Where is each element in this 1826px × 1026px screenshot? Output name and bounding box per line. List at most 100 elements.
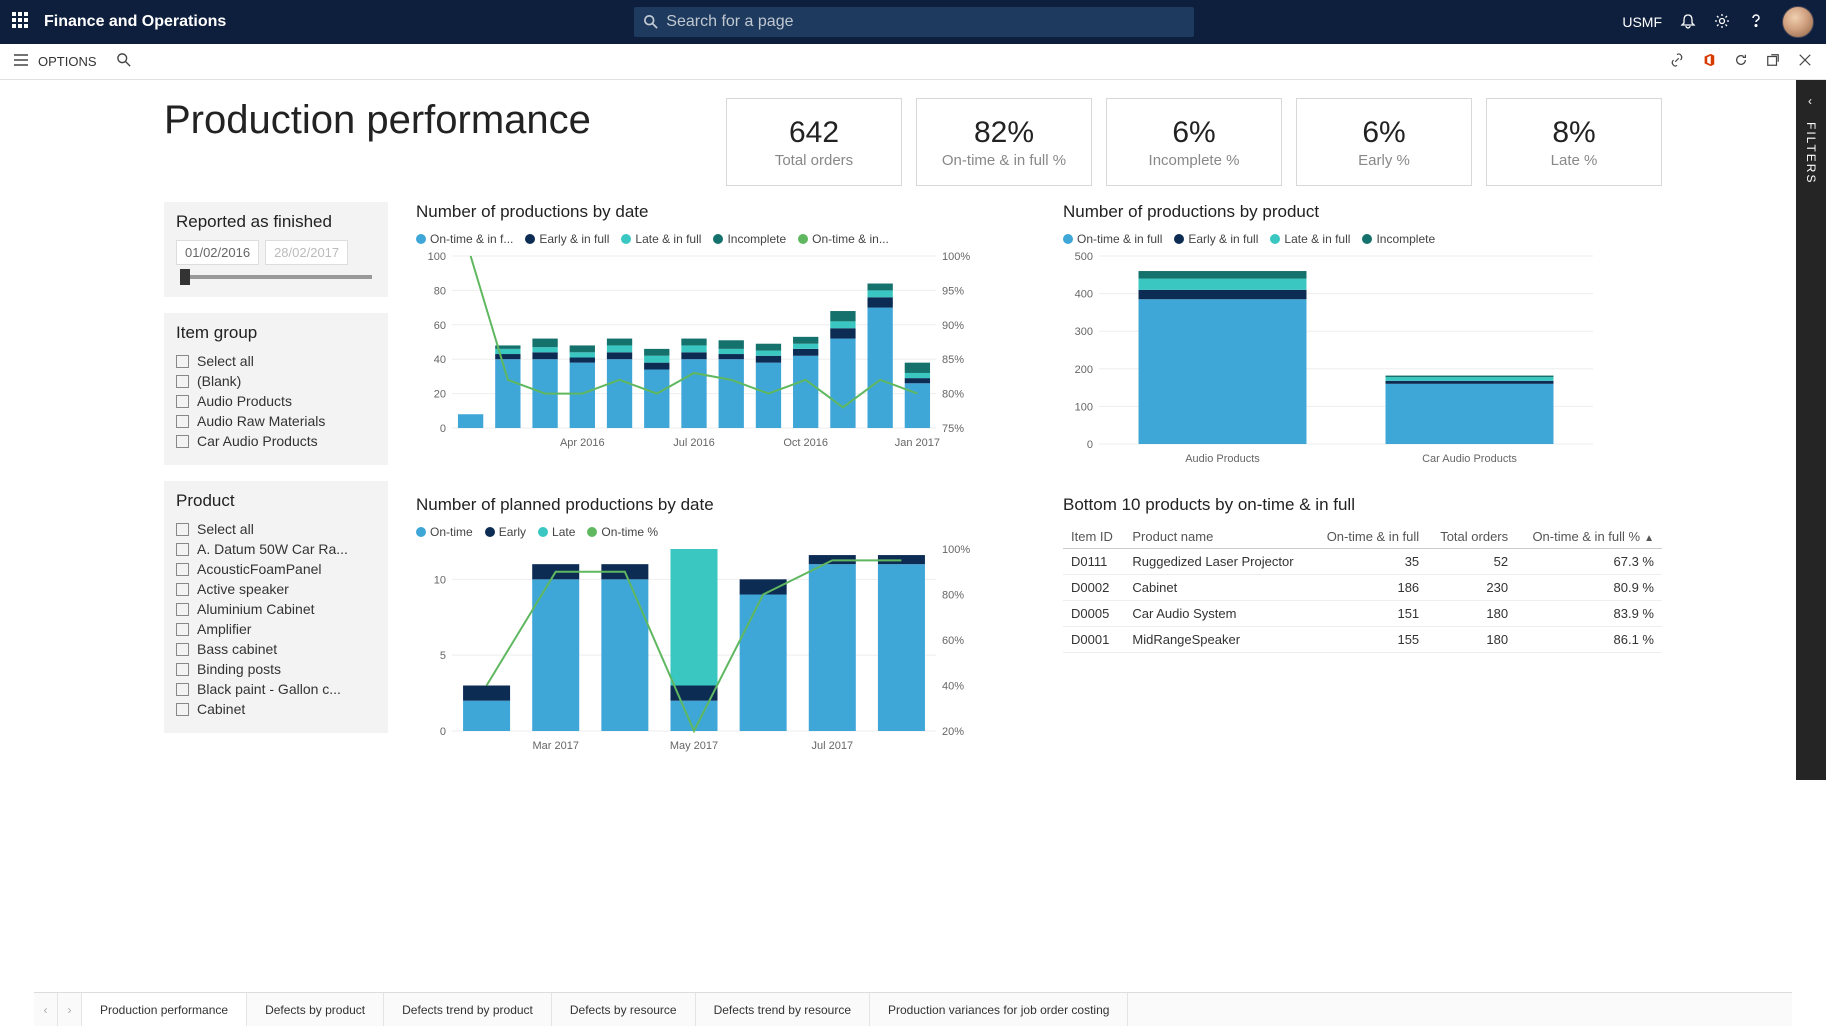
svg-text:Car Audio Products: Car Audio Products — [1422, 453, 1517, 465]
svg-text:75%: 75% — [942, 423, 964, 435]
date-to-input[interactable]: 28/02/2017 — [265, 240, 348, 265]
checkbox-icon — [176, 583, 189, 596]
filter-checkbox-item[interactable]: Cabinet — [176, 699, 376, 719]
help-icon[interactable] — [1748, 13, 1764, 32]
chart2-title: Number of productions by product — [1063, 202, 1662, 222]
filter-checkbox-item[interactable]: Active speaker — [176, 579, 376, 599]
svg-text:80: 80 — [434, 285, 446, 297]
kpi-value: 6% — [1172, 116, 1215, 150]
report-tab[interactable]: Production variances for job order costi… — [870, 993, 1128, 1026]
tab-next[interactable]: › — [58, 993, 82, 1026]
tab-prev[interactable]: ‹ — [34, 993, 58, 1026]
kpi-card[interactable]: 6%Incomplete % — [1106, 98, 1282, 186]
legend-dot — [1362, 234, 1372, 244]
table-row[interactable]: D0005Car Audio System15118083.9 % — [1063, 601, 1662, 627]
filter-checkbox-item[interactable]: Audio Products — [176, 391, 376, 411]
legend-dot — [416, 527, 426, 537]
table-cell: MidRangeSpeaker — [1124, 627, 1312, 653]
table-cell: 67.3 % — [1516, 549, 1662, 575]
popout-icon[interactable] — [1766, 53, 1780, 70]
bell-icon[interactable] — [1680, 13, 1696, 32]
kpi-card[interactable]: 6%Early % — [1296, 98, 1472, 186]
global-search[interactable]: Search for a page — [634, 7, 1194, 37]
entity-label[interactable]: USMF — [1622, 14, 1662, 30]
date-filter-panel: Reported as finished 01/02/2016 28/02/20… — [164, 202, 388, 297]
hamburger-icon[interactable] — [14, 54, 38, 69]
item-group-panel: Item group Select all(Blank)Audio Produc… — [164, 313, 388, 465]
checkbox-icon — [176, 603, 189, 616]
filter-item-label: Cabinet — [197, 701, 245, 717]
report-tab[interactable]: Production performance — [82, 993, 247, 1026]
svg-text:20%: 20% — [942, 726, 964, 738]
close-icon[interactable] — [1798, 53, 1812, 70]
report-tab[interactable]: Defects trend by product — [384, 993, 552, 1026]
filter-checkbox-item[interactable]: Amplifier — [176, 619, 376, 639]
filters-strip[interactable]: ‹ FILTERS — [1796, 80, 1826, 780]
table-cell: 35 — [1312, 549, 1427, 575]
date-slider[interactable] — [180, 275, 372, 279]
filter-checkbox-item[interactable]: Bass cabinet — [176, 639, 376, 659]
filters-label: FILTERS — [1804, 122, 1818, 184]
search-small-icon[interactable] — [117, 53, 131, 70]
table-row[interactable]: D0111Ruggedized Laser Projector355267.3 … — [1063, 549, 1662, 575]
report-tab[interactable]: Defects by product — [247, 993, 384, 1026]
avatar[interactable] — [1782, 6, 1814, 38]
filter-checkbox-item[interactable]: Black paint - Gallon c... — [176, 679, 376, 699]
table-header[interactable]: Product name — [1124, 525, 1312, 549]
table-cell: 86.1 % — [1516, 627, 1662, 653]
filter-checkbox-item[interactable]: AcousticFoamPanel — [176, 559, 376, 579]
checkbox-icon — [176, 435, 189, 448]
table-cell: 83.9 % — [1516, 601, 1662, 627]
table-cell: D0002 — [1063, 575, 1124, 601]
filter-checkbox-item[interactable]: Car Audio Products — [176, 431, 376, 451]
table-cell: 180 — [1427, 627, 1516, 653]
legend-dot — [416, 234, 426, 244]
options-button[interactable]: OPTIONS — [38, 54, 97, 69]
filter-checkbox-item[interactable]: Select all — [176, 519, 376, 539]
kpi-card[interactable]: 642Total orders — [726, 98, 902, 186]
table-header[interactable]: On-time & in full %▲ — [1516, 525, 1662, 549]
table-cell: D0005 — [1063, 601, 1124, 627]
kpi-value: 8% — [1552, 116, 1595, 150]
report-tab[interactable]: Defects trend by resource — [696, 993, 870, 1026]
filter-checkbox-item[interactable]: Binding posts — [176, 659, 376, 679]
product-filter-title: Product — [176, 491, 376, 511]
svg-text:0: 0 — [440, 726, 446, 738]
office-icon[interactable] — [1702, 53, 1716, 70]
table-header[interactable]: On-time & in full — [1312, 525, 1427, 549]
checkbox-icon — [176, 643, 189, 656]
chart1-title: Number of productions by date — [416, 202, 1015, 222]
report-tab[interactable]: Defects by resource — [552, 993, 696, 1026]
brand-title: Finance and Operations — [44, 13, 226, 31]
chevron-left-icon: ‹ — [1808, 94, 1814, 108]
legend-item: Early & in full — [525, 232, 609, 246]
legend-dot — [798, 234, 808, 244]
svg-text:5: 5 — [440, 650, 446, 662]
table-row[interactable]: D0001MidRangeSpeaker15518086.1 % — [1063, 627, 1662, 653]
table-header[interactable]: Total orders — [1427, 525, 1516, 549]
filter-item-label: Amplifier — [197, 621, 251, 637]
filter-checkbox-item[interactable]: Select all — [176, 351, 376, 371]
table-row[interactable]: D0002Cabinet18623080.9 % — [1063, 575, 1662, 601]
kpi-card[interactable]: 8%Late % — [1486, 98, 1662, 186]
waffle-icon[interactable] — [12, 12, 44, 33]
gear-icon[interactable] — [1714, 13, 1730, 32]
kpi-label: On-time & in full % — [942, 152, 1066, 169]
top-navbar: Finance and Operations Search for a page… — [0, 0, 1826, 44]
kpi-value: 82% — [974, 116, 1034, 150]
date-from-input[interactable]: 01/02/2016 — [176, 240, 259, 265]
filter-checkbox-item[interactable]: A. Datum 50W Car Ra... — [176, 539, 376, 559]
filter-checkbox-item[interactable]: (Blank) — [176, 371, 376, 391]
refresh-icon[interactable] — [1734, 53, 1748, 70]
svg-text:80%: 80% — [942, 389, 964, 401]
link-icon[interactable] — [1670, 53, 1684, 70]
kpi-value: 642 — [789, 116, 839, 150]
page-body: Production performance 642Total orders82… — [34, 80, 1792, 992]
kpi-value: 6% — [1362, 116, 1405, 150]
filter-checkbox-item[interactable]: Audio Raw Materials — [176, 411, 376, 431]
filter-checkbox-item[interactable]: Aluminium Cabinet — [176, 599, 376, 619]
search-placeholder: Search for a page — [666, 13, 793, 31]
filter-item-label: Select all — [197, 353, 254, 369]
kpi-card[interactable]: 82% On-time & in full % — [916, 98, 1092, 186]
table-header[interactable]: Item ID — [1063, 525, 1124, 549]
